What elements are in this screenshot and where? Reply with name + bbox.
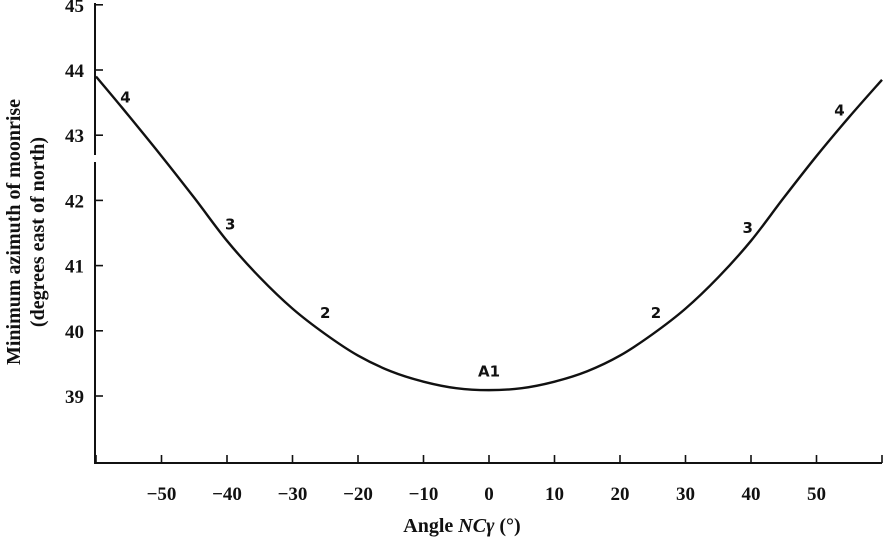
x-ticks (95, 455, 883, 463)
x-tick-label: 30 (676, 484, 695, 505)
y-tick-labels: 39 40 41 42 43 44 45 (65, 0, 85, 408)
x-tick-label: −40 (212, 484, 242, 505)
point-label: 4 (120, 89, 130, 107)
x-tick-label: −30 (278, 484, 308, 505)
x-tick-labels: −50 −40 −30 −20 −10 0 10 20 30 40 50 (147, 484, 826, 505)
point-label: 2 (320, 304, 330, 322)
series-line (95, 75, 883, 392)
x-tick-label: 0 (484, 484, 494, 505)
x-axis-title-suffix: (°) (494, 515, 520, 537)
x-tick-label: −10 (409, 484, 439, 505)
x-tick-label: 40 (742, 484, 761, 505)
point-labels: 4 3 2 A1 2 3 4 (120, 89, 844, 381)
y-ticks (95, 3, 103, 397)
x-tick-label: 50 (807, 484, 826, 505)
y-tick-label: 39 (65, 387, 84, 408)
point-label: 2 (651, 304, 661, 322)
y-tick-label: 41 (65, 257, 84, 278)
x-axis-title: Angle NCγ (°) (403, 515, 520, 537)
y-axis-title-line2: (degrees east of north) (27, 137, 49, 327)
y-axis-title-line1: Minimum azimuth of moonrise (3, 99, 25, 365)
point-label: 4 (834, 102, 844, 120)
y-axis-title: Minimum azimuth of moonrise (degrees eas… (3, 99, 49, 365)
x-axis-title-variable: NCγ (457, 515, 495, 537)
y-tick-label: 44 (65, 61, 85, 82)
x-tick-label: 20 (611, 484, 630, 505)
point-label: 3 (743, 219, 753, 237)
y-tick-label: 40 (65, 322, 84, 343)
x-tick-label: −50 (147, 484, 177, 505)
x-axis-title-prefix: Angle (403, 515, 458, 537)
y-tick-label: 45 (65, 0, 84, 17)
point-label: 3 (225, 216, 235, 234)
point-label: A1 (478, 362, 500, 380)
x-tick-label: −20 (343, 484, 373, 505)
x-tick-label: 10 (545, 484, 564, 505)
y-tick-label: 43 (65, 126, 84, 147)
y-tick-label: 42 (65, 191, 84, 212)
